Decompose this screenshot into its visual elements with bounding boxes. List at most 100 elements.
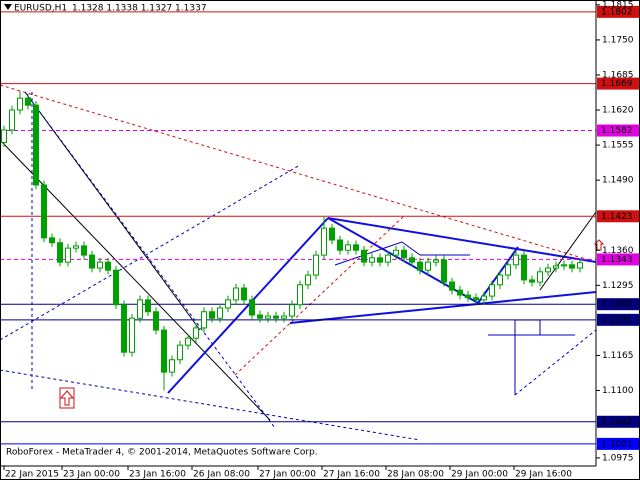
candle-body: [305, 274, 311, 286]
x-tick-label: 22 Jan 2015: [5, 470, 59, 480]
trend-line: [289, 291, 597, 324]
x-tick-label: 29 Jan 16:00: [515, 470, 572, 480]
arrow-icon: [59, 390, 75, 406]
level-label: 1.1582: [601, 126, 633, 136]
x-tick-label: 23 Jan 16:00: [129, 470, 186, 480]
trend-line: [0, 164, 301, 341]
trend-line: [327, 217, 597, 263]
candle-body: [153, 311, 159, 331]
candle-body: [121, 304, 127, 353]
level-label: 1.1001: [601, 439, 633, 449]
candle-body: [225, 299, 231, 309]
candle-body: [521, 254, 527, 281]
candle-body: [457, 289, 463, 296]
candle-body: [433, 259, 439, 263]
level-label: 1.1669: [601, 79, 633, 89]
arrow-icon: [59, 387, 75, 409]
level-badge: [597, 298, 639, 311]
arrow-icon: [593, 239, 605, 251]
candle-body: [281, 315, 287, 319]
candle-body: [337, 239, 343, 251]
candle-body: [41, 184, 47, 239]
trend-line: [0, 369, 421, 441]
level-label: 1.1042: [601, 417, 633, 427]
candle-body: [233, 287, 239, 301]
candle-body: [249, 299, 255, 316]
candle-body: [97, 261, 103, 269]
candle-body: [57, 242, 63, 263]
candle-body: [257, 314, 263, 319]
y-tick-label: 1.1360: [602, 246, 634, 256]
trend-line: [24, 91, 276, 429]
level-label: 1.1802: [601, 7, 633, 17]
level-badge: [597, 253, 639, 266]
y-tick-label: 1.1815: [602, 0, 634, 10]
x-tick-label: 23 Jan 00:00: [63, 470, 120, 480]
chart-title: EURUSD,H1: [14, 4, 67, 14]
candle-body: [209, 311, 215, 319]
level-label: 1.1343: [601, 255, 633, 265]
candle-body: [377, 257, 383, 263]
footer: RoboForex - MetaTrader 4, © 2001-2014, M…: [6, 448, 318, 458]
candle-body: [65, 247, 71, 263]
candle-body: [241, 287, 247, 301]
y-tick-label: 1.1685: [602, 70, 634, 80]
level-label: 1.1423: [601, 212, 633, 222]
candle-body: [105, 261, 111, 271]
candle-body: [161, 329, 167, 373]
level-badge: [597, 210, 639, 223]
candle-body: [513, 254, 519, 266]
candle-body: [33, 104, 39, 186]
candle-body: [137, 299, 143, 319]
candle-body: [385, 254, 391, 263]
candle-body: [441, 259, 447, 283]
y-tick-label: 1.1620: [602, 106, 634, 116]
candle-body: [177, 344, 183, 361]
levels: 1.1802 1.1669 1.1582 1.1423 1.1343 1.1260 1.12…: [0, 5, 639, 450]
candle-body: [489, 284, 495, 297]
candle-body: [9, 109, 15, 131]
candle-body: [481, 295, 487, 301]
candle-body: [17, 97, 23, 111]
candle-body: [473, 297, 479, 301]
candle-body: [185, 337, 191, 346]
y-tick-label: 1.1165: [602, 351, 634, 361]
level-badge: [597, 124, 639, 137]
candle-body: [497, 274, 503, 286]
candle-body: [577, 262, 583, 269]
candle-body: [297, 284, 303, 306]
trend-line: [0, 84, 597, 263]
x-tick-label: 28 Jan 08:00: [387, 470, 444, 480]
trend-line: [539, 211, 597, 291]
y-tick-label: 1.0975: [602, 453, 634, 463]
candle-body: [505, 264, 511, 276]
x-tick-label: 27 Jan 16:00: [323, 470, 380, 480]
candle-body: [345, 244, 351, 251]
candle-body: [81, 245, 87, 256]
candle-body: [113, 269, 119, 306]
candle-body: [89, 254, 95, 269]
candle-body: [393, 249, 399, 256]
menu-triangle: [4, 4, 12, 10]
x-tick-label: 27 Jan 00:00: [259, 470, 316, 480]
candle-body: [201, 311, 207, 329]
candle-body: [145, 299, 151, 313]
candle-body: [265, 315, 271, 319]
level-badge: [597, 77, 639, 90]
level-label: 1.1231: [601, 315, 633, 325]
candle-body: [73, 245, 79, 249]
y-tick-label: 1.1490: [602, 176, 634, 186]
y-tick-label: 1.1100: [602, 386, 634, 396]
candle-body: [569, 264, 575, 269]
candle-body: [193, 327, 199, 339]
candle-body: [273, 315, 279, 319]
candle-body: [129, 317, 135, 353]
candle-body: [401, 249, 407, 259]
candle-body: [369, 257, 375, 263]
candle-body: [1, 129, 7, 143]
pattern: [334, 241, 470, 266]
x-tick-label: 29 Jan 00:00: [451, 470, 508, 480]
y-tick-label: 1.1555: [602, 141, 634, 151]
candle-body: [425, 261, 431, 271]
